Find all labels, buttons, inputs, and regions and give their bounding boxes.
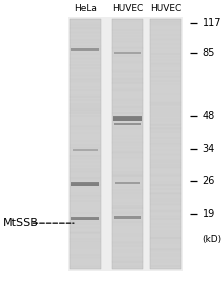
Text: HeLa: HeLa (74, 4, 97, 13)
Bar (114, 216, 141, 219)
Bar (114, 52, 141, 54)
Bar (150, 19, 181, 269)
Bar (71, 182, 99, 183)
Bar (71, 217, 99, 220)
Text: MtSSB: MtSSB (3, 218, 39, 228)
Text: 48: 48 (202, 111, 215, 121)
Bar (70, 19, 101, 269)
Text: 26: 26 (202, 176, 215, 186)
Text: 117: 117 (202, 18, 221, 28)
Bar (115, 182, 140, 184)
Text: 34: 34 (202, 143, 215, 154)
Bar (71, 217, 99, 218)
Text: 85: 85 (202, 48, 215, 58)
Bar (71, 49, 99, 52)
Text: 19: 19 (202, 209, 215, 219)
Text: HUVEC: HUVEC (150, 4, 181, 13)
Text: (kD): (kD) (202, 235, 222, 244)
Bar (112, 19, 143, 269)
Bar (68, 17, 183, 271)
Bar (73, 149, 98, 151)
Bar (114, 123, 141, 125)
Text: HUVEC: HUVEC (112, 4, 143, 13)
Bar (113, 116, 142, 118)
Bar (71, 182, 99, 186)
Bar (113, 116, 142, 121)
